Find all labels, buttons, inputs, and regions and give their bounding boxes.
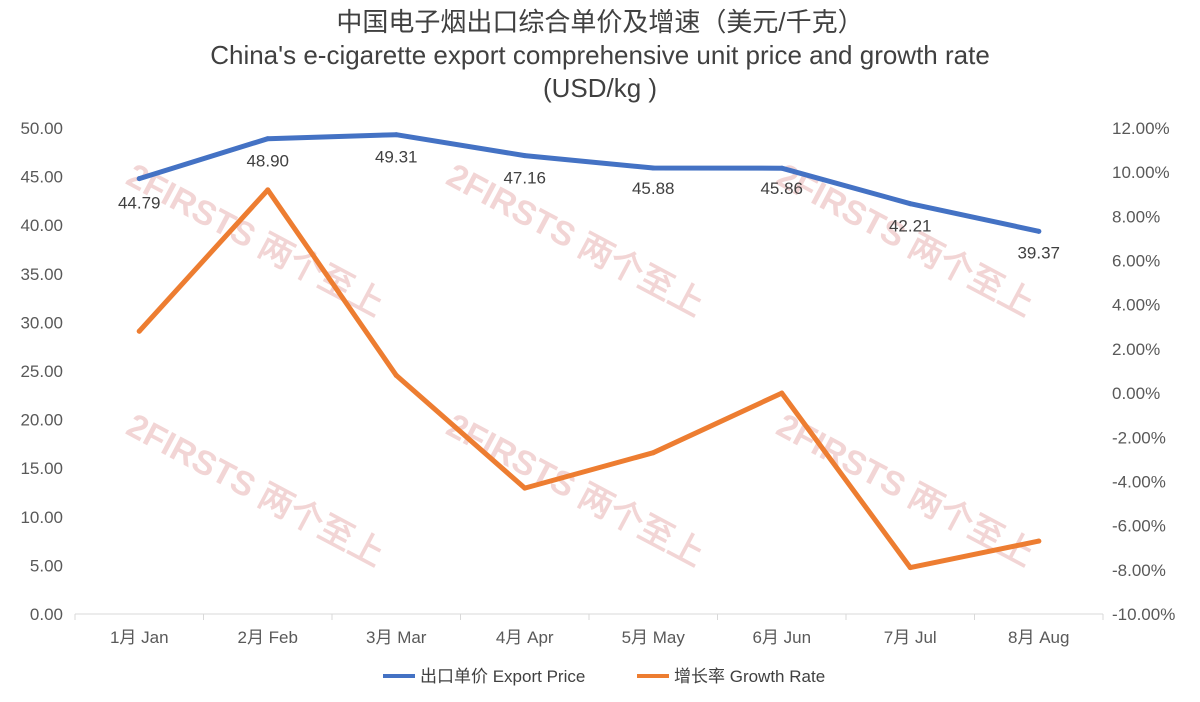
y-right-tick-label: -4.00% <box>1112 472 1166 491</box>
watermark-text: 2FIRSTS 两个至上 <box>440 407 710 574</box>
export-price-point <box>650 165 656 171</box>
y-right-tick-label: 8.00% <box>1112 207 1160 226</box>
x-tick-label: 7月 Jul <box>884 628 937 647</box>
y-left-tick-label: 40.00 <box>20 216 63 235</box>
watermark-text: 2FIRSTS 两个至上 <box>770 157 1040 324</box>
chart-title: 中国电子烟出口综合单价及增速（美元/千克） China's e-cigarett… <box>0 6 1200 105</box>
y-left-tick-label: 20.00 <box>20 411 63 430</box>
legend-label-growth-rate: 增长率 Growth Rate <box>674 667 825 686</box>
export-price-point <box>779 165 785 171</box>
y-right-tick-label: 2.00% <box>1112 340 1160 359</box>
x-tick-label: 6月 Jun <box>752 628 811 647</box>
x-tick-label: 4月 Apr <box>496 628 554 647</box>
y-left-tick-label: 5.00 <box>30 556 63 575</box>
export-price-data-label: 45.86 <box>760 179 803 198</box>
y-left-tick-label: 15.00 <box>20 459 63 478</box>
y-right-tick-label: 0.00% <box>1112 384 1160 403</box>
growth-rate-point <box>522 485 528 491</box>
y-right-tick-label: 12.00% <box>1112 119 1170 138</box>
y-right-tick-label: 4.00% <box>1112 296 1160 315</box>
export-price-point <box>1036 228 1042 234</box>
export-price-data-label: 45.88 <box>632 179 675 198</box>
export-price-data-label: 39.37 <box>1017 243 1060 262</box>
chart-title-line3: (USD/kg ) <box>542 73 658 103</box>
y-right-tick-label: -8.00% <box>1112 561 1166 580</box>
watermark-text: 2FIRSTS 两个至上 <box>120 157 390 324</box>
y-left-tick-label: 45.00 <box>20 168 63 187</box>
y-left-tick-label: 30.00 <box>20 313 63 332</box>
y-right-tick-label: -6.00% <box>1112 517 1166 536</box>
x-tick-label: 8月 Aug <box>1008 628 1069 647</box>
export-price-point <box>136 176 142 182</box>
growth-rate-point <box>136 328 142 334</box>
y-left-tick-label: 0.00 <box>30 605 63 624</box>
export-price-point <box>907 201 913 207</box>
growth-rate-line <box>136 187 1042 571</box>
growth-rate-point <box>393 372 399 378</box>
growth-rate-point <box>650 450 656 456</box>
growth-rate-point <box>779 390 785 396</box>
x-tick-label: 5月 May <box>622 628 686 647</box>
export-price-point <box>265 136 271 142</box>
growth-rate-point <box>1036 538 1042 544</box>
growth-rate-point <box>265 187 271 193</box>
y-right-tick-label: 10.00% <box>1112 163 1170 182</box>
y-right-tick-label: -2.00% <box>1112 428 1166 447</box>
y-right-tick-label: 6.00% <box>1112 252 1160 271</box>
y-right-tick-label: -10.00% <box>1112 605 1175 624</box>
x-tick-label: 3月 Mar <box>366 628 427 647</box>
legend-label-export-price: 出口单价 Export Price <box>420 667 585 686</box>
y-left-tick-label: 50.00 <box>20 119 63 138</box>
y-left-tick-label: 10.00 <box>20 508 63 527</box>
export-price-point <box>522 153 528 159</box>
export-price-point <box>393 132 399 138</box>
watermark-text: 2FIRSTS 两个至上 <box>120 407 390 574</box>
y-left-tick-label: 35.00 <box>20 265 63 284</box>
export-price-data-label: 48.90 <box>246 152 289 171</box>
export-price-data-label: 49.31 <box>375 148 418 167</box>
export-price-data-label: 44.79 <box>118 194 161 213</box>
export-price-data-label: 47.16 <box>503 169 546 188</box>
growth-rate-point <box>907 565 913 571</box>
x-tick-label: 2月 Feb <box>238 628 298 647</box>
x-tick-label: 1月 Jan <box>110 628 169 647</box>
export-price-line <box>136 132 1042 234</box>
chart-title-line2: China's e-cigarette export comprehensive… <box>210 40 990 70</box>
export-price-data-label: 42.21 <box>889 217 932 236</box>
y-left-tick-label: 25.00 <box>20 362 63 381</box>
chart-title-line1: 中国电子烟出口综合单价及增速（美元/千克） <box>336 7 864 37</box>
